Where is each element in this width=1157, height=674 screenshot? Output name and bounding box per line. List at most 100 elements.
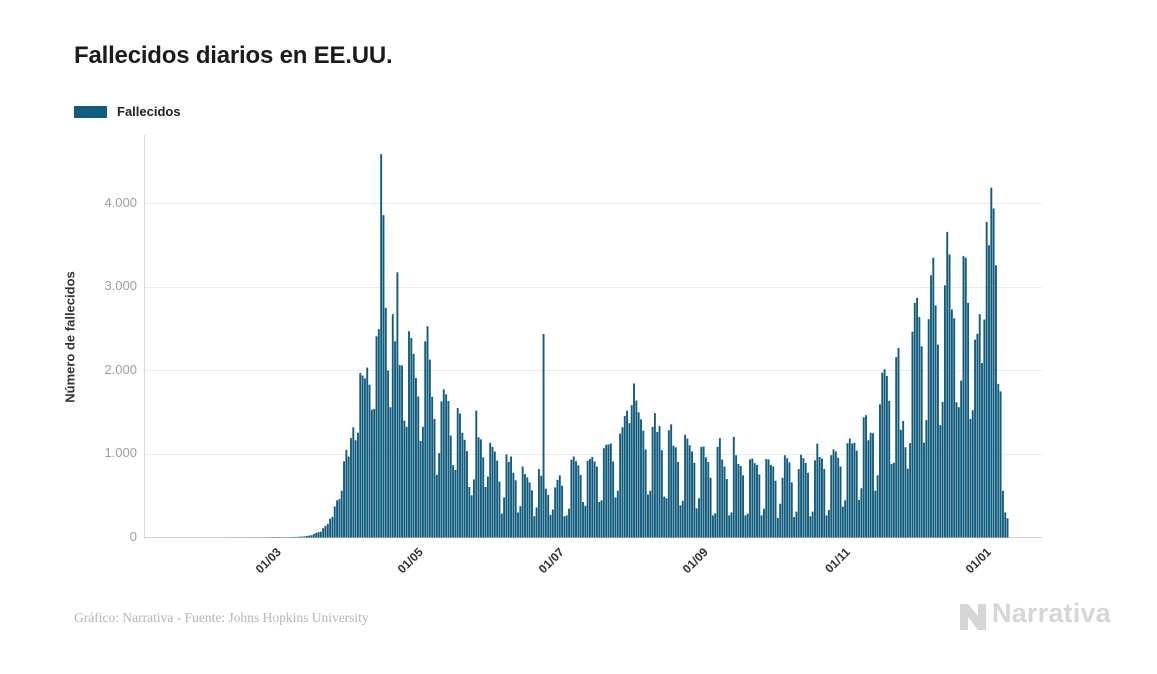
bar (575, 461, 577, 538)
bar (454, 469, 457, 538)
chart-title: Fallecidos diarios en EE.UU. (74, 42, 393, 69)
bar (405, 426, 408, 538)
bar (359, 373, 362, 538)
bar (744, 515, 747, 538)
bar (410, 337, 413, 538)
gridline (145, 537, 1042, 538)
y-tick-label: 2.000 (104, 361, 137, 377)
bar (992, 208, 995, 538)
bar (579, 474, 582, 538)
bar (561, 485, 564, 538)
bar (869, 432, 872, 538)
bar (521, 466, 524, 538)
bar (415, 378, 417, 538)
bar (939, 425, 942, 538)
bar (607, 444, 610, 538)
bar (503, 497, 506, 538)
bar (612, 461, 615, 538)
bar (746, 513, 749, 538)
bar (326, 523, 329, 538)
bar (366, 367, 369, 538)
bar (616, 490, 619, 538)
bar (858, 499, 861, 538)
bar (431, 396, 434, 538)
x-tick-label: 01/11 (822, 545, 853, 576)
bar (623, 416, 626, 538)
bar (732, 436, 735, 538)
bar (377, 329, 380, 538)
bar (962, 256, 965, 538)
bar (338, 499, 341, 538)
bar (387, 370, 390, 538)
bar (950, 309, 953, 538)
bar (347, 456, 350, 538)
bar (874, 490, 877, 538)
bar (380, 154, 383, 538)
bar (329, 518, 332, 538)
bar (948, 254, 951, 538)
bar (814, 460, 816, 538)
bar (756, 464, 758, 538)
bar (827, 509, 830, 538)
gridline (145, 453, 1042, 455)
bar (459, 413, 461, 538)
bar (890, 464, 893, 538)
bar (531, 490, 533, 538)
bar (549, 514, 552, 538)
x-tick-label: 01/05 (394, 545, 426, 577)
bar (296, 536, 299, 538)
bar (482, 457, 485, 538)
bar (853, 442, 856, 538)
bar (714, 513, 717, 538)
bar (825, 515, 828, 538)
bar (547, 494, 550, 538)
bar (644, 449, 647, 538)
bar (461, 432, 464, 538)
bar (999, 391, 1002, 538)
bar (519, 506, 522, 538)
bar (684, 434, 687, 538)
bar (923, 442, 925, 538)
bar (486, 476, 489, 538)
narrativa-logo-text: Narrativa (992, 598, 1111, 628)
bar (363, 378, 366, 538)
bar (667, 430, 670, 538)
bar (417, 396, 420, 538)
bar (614, 497, 617, 538)
bar (289, 537, 292, 538)
bar (595, 466, 598, 538)
bar (698, 498, 700, 538)
bar (479, 439, 482, 538)
bar (470, 495, 473, 538)
bar (570, 459, 573, 538)
bar (396, 272, 399, 538)
bar (786, 458, 789, 538)
bar (591, 456, 594, 538)
bar (967, 302, 970, 538)
bar (382, 215, 385, 538)
bar (609, 443, 612, 538)
bar (602, 448, 605, 538)
bar (767, 459, 770, 538)
bar (345, 449, 348, 538)
bar (507, 461, 510, 538)
bar (783, 455, 786, 538)
y-axis-line (144, 135, 145, 539)
bar (484, 486, 487, 538)
gridline (145, 370, 1042, 371)
bar (837, 457, 840, 538)
bar (510, 456, 513, 538)
bar (278, 537, 281, 538)
y-tick-label: 4.000 (104, 194, 137, 210)
bar (739, 466, 742, 538)
bar (964, 257, 967, 538)
bar (447, 400, 450, 538)
bar (695, 508, 698, 538)
bar (718, 438, 721, 538)
bar (737, 464, 740, 538)
bar (475, 410, 478, 538)
bar (315, 532, 318, 538)
bar (865, 415, 867, 538)
bar (760, 515, 763, 538)
